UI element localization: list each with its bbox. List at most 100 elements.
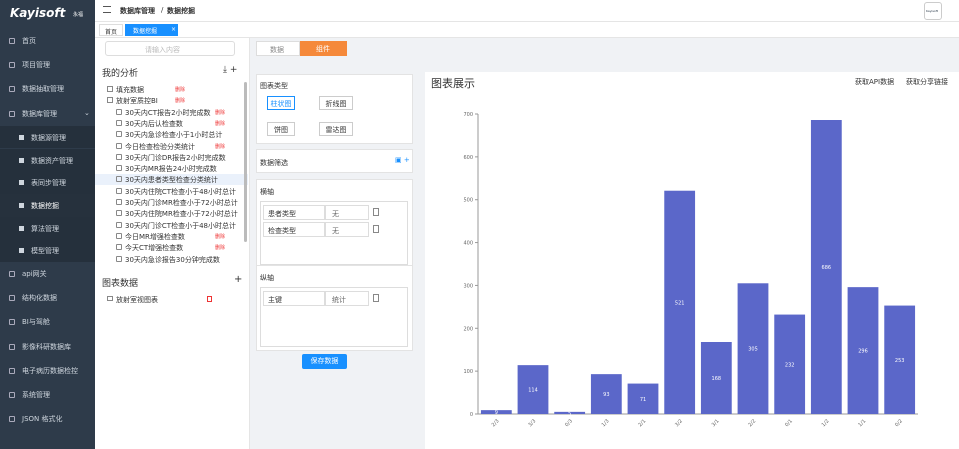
bar bbox=[810, 120, 842, 414]
card-title: 数据筛选 bbox=[260, 159, 288, 167]
delete-action[interactable]: 删除 bbox=[175, 98, 186, 105]
tree-node[interactable]: 30天内急诊检查小于1小时总计 bbox=[95, 129, 248, 140]
submenu-item[interactable]: 数据资产管理 bbox=[0, 148, 95, 172]
tree-node[interactable]: 30天内门诊DR报告2小时完成数 bbox=[95, 152, 248, 163]
bar bbox=[847, 287, 879, 414]
tree-node[interactable]: 30天内后认检查数 删除 bbox=[95, 118, 248, 129]
chart-type-button[interactable]: 折线图 bbox=[319, 96, 353, 110]
submenu-item[interactable]: 数据源管理 bbox=[0, 125, 95, 149]
field-agg-select[interactable]: 统计 bbox=[325, 291, 369, 306]
tree-node[interactable]: 30天内住院CT检查小于48小时总计 bbox=[95, 186, 248, 197]
tree-node[interactable]: 30天内住院MR检查小于72小时总计 bbox=[95, 208, 248, 219]
field-name: 患者类型 bbox=[263, 205, 325, 220]
delete-action[interactable]: 删除 bbox=[215, 245, 226, 252]
delete-action[interactable]: 删除 bbox=[215, 143, 226, 150]
button-label: 折线图 bbox=[325, 100, 347, 108]
x-tick-label: 1/3 bbox=[601, 418, 611, 428]
menu-item[interactable]: 数据库管理 ⌄ bbox=[0, 102, 95, 126]
action-link[interactable]: 获取分享链接 bbox=[906, 78, 948, 86]
button-label: 柱状图 bbox=[270, 100, 292, 108]
tree-icon bbox=[116, 232, 122, 239]
tree-node[interactable]: 30天内门诊MR检查小于72小时总计 bbox=[95, 197, 248, 208]
submenu-item[interactable]: 算法管理 bbox=[0, 216, 95, 240]
action-link[interactable]: 获取API数据 bbox=[855, 78, 895, 86]
tab[interactable]: 首页 bbox=[99, 24, 124, 36]
tree-node[interactable]: 放射室视图表 bbox=[95, 294, 248, 305]
menu-item[interactable]: BI与驾舱 bbox=[0, 310, 95, 334]
delete-action[interactable]: 删除 bbox=[215, 120, 226, 127]
menu-item[interactable]: 首页 bbox=[0, 29, 95, 53]
x-tick-label: 1/2 bbox=[821, 418, 831, 428]
tree-label: 30天内CT报告2小时完成数 bbox=[125, 108, 211, 117]
tree-node[interactable]: 今日MR增强检查数 删除 bbox=[95, 231, 248, 242]
delete-icon[interactable] bbox=[373, 294, 379, 302]
avatar[interactable]: Kayisoft bbox=[924, 2, 942, 20]
save-button[interactable]: 保存数据 bbox=[302, 354, 347, 369]
menu-item[interactable]: JSON 格式化 bbox=[0, 407, 95, 431]
field-row: 患者类型无 bbox=[263, 205, 407, 220]
menu-icon bbox=[9, 38, 15, 44]
menu-item[interactable]: 系统管理 bbox=[0, 383, 95, 407]
value-label: 253 bbox=[895, 358, 905, 364]
field-agg-select[interactable]: 无 bbox=[325, 222, 369, 237]
logo-sub: 永福 bbox=[73, 12, 84, 18]
filter-icons[interactable]: ▣ + bbox=[395, 156, 410, 164]
x-tick-label: 0/3 bbox=[564, 418, 574, 428]
config-tab-active[interactable]: 组件 bbox=[300, 41, 347, 56]
submenu-item[interactable]: 表同步管理 bbox=[0, 171, 95, 194]
value-label: 521 bbox=[675, 300, 685, 306]
menu-icon bbox=[9, 392, 15, 398]
submenu-item[interactable]: 模型管理 bbox=[0, 239, 95, 262]
tree-node[interactable]: 今日检查检验分类统计 删除 bbox=[95, 141, 248, 152]
topbar: 数据库管理 / 数据挖掘 Kayisoft bbox=[95, 0, 959, 22]
tree-icon bbox=[116, 244, 122, 251]
tree-node[interactable]: 30天内MR报告24小时完成数 bbox=[95, 163, 248, 174]
button-label: 保存数据 bbox=[310, 357, 339, 365]
tree-node[interactable]: 30天内急诊报告30分钟完成数 bbox=[95, 254, 248, 265]
menu-icon bbox=[9, 367, 15, 374]
bar bbox=[884, 305, 916, 414]
submenu-item[interactable]: 数据挖掘 bbox=[0, 193, 95, 217]
chart-type-button[interactable]: 雷达图 bbox=[319, 122, 353, 136]
tree-node[interactable]: 30天内患者类型检查分类统计 bbox=[95, 174, 248, 186]
add-icon[interactable]: + bbox=[234, 274, 243, 285]
chart-type-button[interactable]: 饼图 bbox=[267, 122, 295, 136]
delete-action[interactable]: 删除 bbox=[215, 233, 226, 240]
tree-icon bbox=[116, 255, 122, 262]
delete-icon[interactable] bbox=[373, 208, 379, 216]
field-agg-select[interactable]: 无 bbox=[325, 205, 369, 220]
field-box: 主键 统计 bbox=[260, 287, 408, 347]
delete-icon[interactable] bbox=[373, 225, 379, 233]
value-label: 9 bbox=[495, 410, 498, 416]
tree-node[interactable]: 今天CT增强检查数 删除 bbox=[95, 242, 248, 253]
menu-item[interactable]: 结构化数据 bbox=[0, 286, 95, 310]
chart-type-button[interactable]: 柱状图 bbox=[267, 96, 295, 110]
delete-icon[interactable] bbox=[207, 296, 212, 302]
menu-toggle[interactable] bbox=[103, 6, 111, 13]
add-icons: ⤓ + bbox=[223, 65, 238, 75]
menu-item[interactable]: 电子病历数据检控 bbox=[0, 359, 95, 383]
x-tick-label: 3/3 bbox=[527, 418, 537, 428]
tree-node[interactable]: 30天内门诊CT检查小于48小时总计 bbox=[95, 220, 248, 231]
card: 纵轴 主键 统计 bbox=[256, 265, 413, 351]
search-input[interactable]: 请输入内容 bbox=[105, 41, 235, 56]
value-label: 232 bbox=[785, 362, 795, 368]
delete-action[interactable]: 删除 bbox=[215, 109, 226, 116]
scrollbar bbox=[244, 82, 247, 242]
menu-item[interactable]: api网关 bbox=[0, 262, 95, 286]
menu-item[interactable]: 数据抽取管理 bbox=[0, 77, 95, 101]
submenu-label: 算法管理 bbox=[31, 224, 59, 233]
submenu-label: 模型管理 bbox=[31, 247, 59, 256]
tree: 填充数据 删除 放射室质控BI 删除 30天内CT报告2小时完成数 删除 30天内后认检查数… bbox=[95, 82, 248, 268]
menu-item[interactable]: 项目管理 bbox=[0, 53, 95, 77]
bar bbox=[554, 411, 586, 414]
tree-node[interactable]: 30天内CT报告2小时完成数 删除 bbox=[95, 107, 248, 118]
tab-active[interactable]: 数据挖掘 × bbox=[125, 24, 178, 36]
tree-node[interactable]: 填充数据 删除 bbox=[95, 84, 248, 95]
tree-node[interactable]: 放射室质控BI 删除 bbox=[95, 95, 248, 106]
delete-action[interactable]: 删除 bbox=[175, 87, 186, 93]
config-tab[interactable]: 数据 bbox=[256, 41, 300, 56]
value-label: 114 bbox=[528, 388, 538, 394]
menu-item[interactable]: 影像科研数据库 bbox=[0, 335, 95, 359]
